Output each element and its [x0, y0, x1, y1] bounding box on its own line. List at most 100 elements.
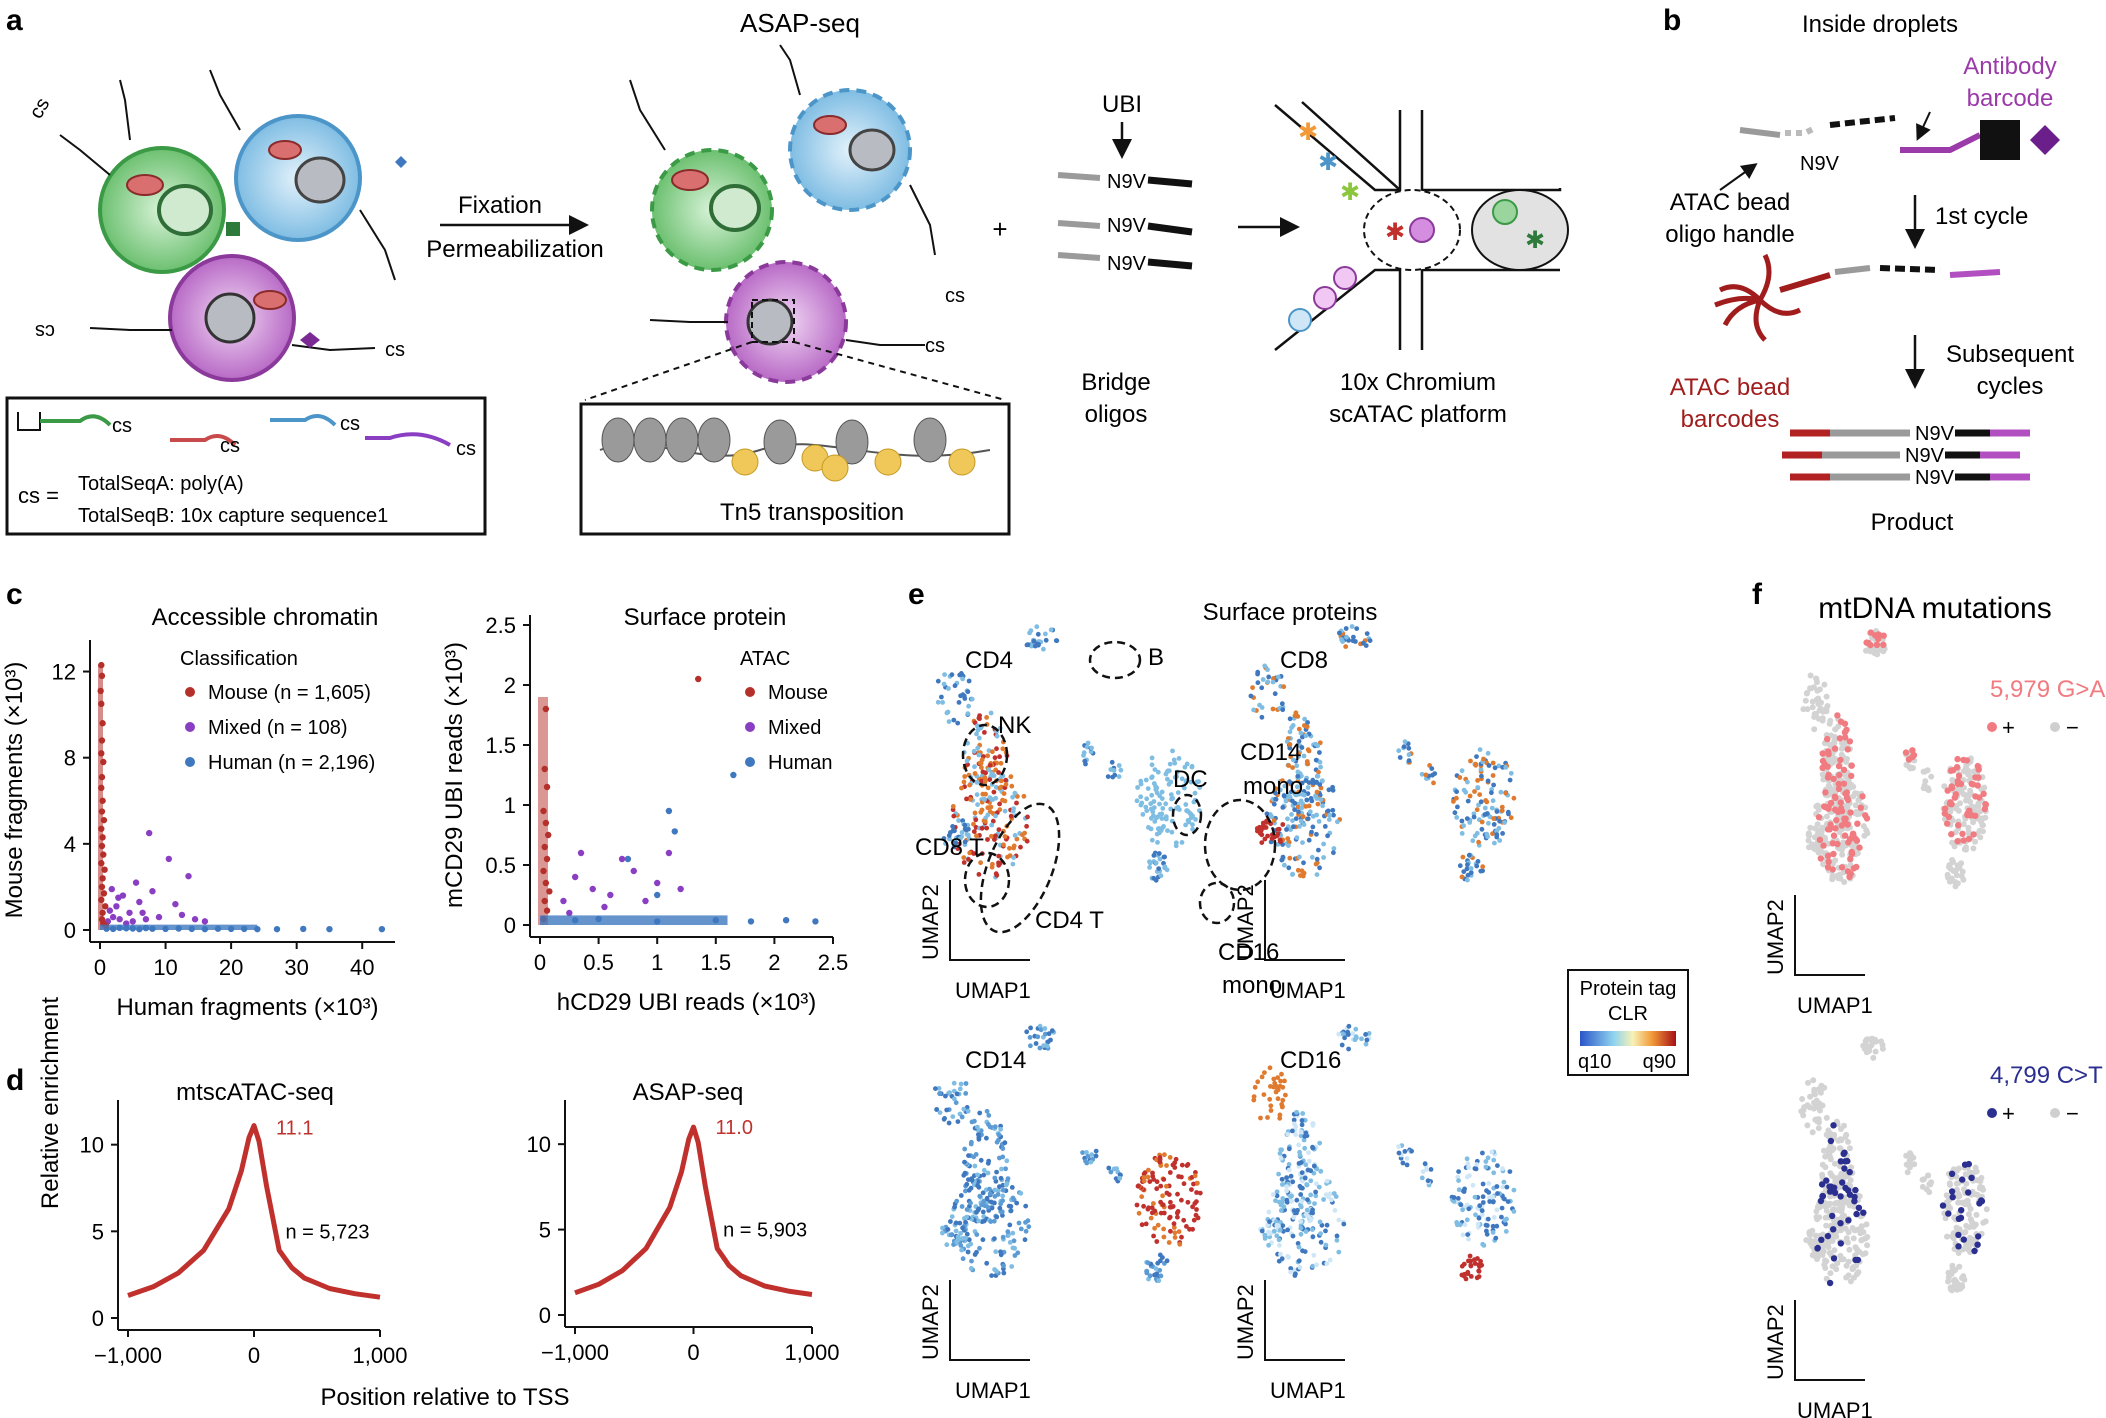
cell-point — [1164, 1163, 1169, 1168]
cell-point — [971, 1154, 977, 1160]
cell-point — [972, 764, 977, 770]
cell-point — [1168, 1199, 1173, 1205]
y-tick-label: 4 — [64, 832, 76, 857]
cell-point — [953, 1100, 959, 1106]
cell-point — [1470, 1182, 1476, 1188]
cell-point — [1459, 831, 1465, 836]
cell-point — [1484, 1231, 1490, 1237]
data-point — [172, 900, 179, 908]
cell-point — [1035, 1034, 1041, 1040]
antigen-marker — [395, 156, 407, 168]
cell-point — [969, 1177, 975, 1183]
x-tick-label: 30 — [284, 955, 308, 980]
legend-minus-label: − — [2066, 715, 2079, 740]
cluster-label-dc: DC — [1173, 766, 1208, 793]
cell-point — [1003, 777, 1009, 783]
cell-point — [1251, 1094, 1257, 1099]
cell-point-positive — [1853, 837, 1861, 844]
cell-point — [1298, 1133, 1304, 1139]
bridge-seq: N9V — [1107, 253, 1147, 275]
cell-point — [978, 1157, 984, 1163]
cell-point-negative — [1966, 1224, 1973, 1231]
cell-point — [1295, 714, 1301, 719]
umap2-label: UMAP2 — [1763, 1304, 1788, 1380]
cell-point — [996, 770, 1001, 775]
cell-point — [1042, 1026, 1048, 1031]
cell-point — [1162, 854, 1167, 860]
cell-point — [1158, 1273, 1164, 1279]
cell-point — [978, 860, 983, 866]
cell-point — [1190, 813, 1195, 819]
cell-point-negative — [1955, 1180, 1962, 1187]
cell-point — [996, 853, 1002, 859]
cell-point — [1483, 1222, 1489, 1228]
mitochondrion-icon — [126, 174, 164, 196]
cell-point — [1163, 801, 1169, 807]
legend-plus-label: + — [2002, 1101, 2015, 1126]
cell-point — [1290, 818, 1295, 823]
cell-point — [1475, 785, 1481, 790]
cell-point-positive — [1840, 780, 1848, 787]
cell-point — [1335, 819, 1340, 825]
cell-point-positive — [1846, 1191, 1854, 1198]
y-tick-label: 10 — [527, 1132, 551, 1157]
cell-point-negative — [1800, 706, 1807, 713]
cell-point — [962, 774, 968, 779]
cell-point — [1266, 1209, 1272, 1215]
cell-point — [1183, 822, 1188, 828]
cs-label: cs — [25, 94, 54, 122]
cell-point-negative — [1957, 800, 1963, 807]
cell-point — [965, 1243, 971, 1249]
cell-point — [1145, 786, 1151, 791]
cell-point-negative — [1834, 1260, 1841, 1267]
cell-point — [1477, 1203, 1483, 1209]
cluster-outline-dc — [1171, 793, 1203, 837]
cell-point-negative — [1841, 879, 1848, 885]
cell-point — [1170, 1204, 1176, 1209]
cell-point — [1318, 1239, 1324, 1245]
cell-point-positive — [1842, 734, 1849, 741]
data-point — [577, 849, 585, 857]
cell-point — [1316, 1184, 1322, 1190]
cell-point — [1314, 812, 1319, 818]
cell-point — [1499, 804, 1505, 810]
clr-legend-box — [1567, 969, 1689, 1076]
cell-point — [1494, 1223, 1500, 1229]
cell-point-negative — [1823, 1258, 1830, 1265]
data-point — [677, 885, 684, 893]
tn5-icon — [948, 448, 976, 476]
cell-point — [982, 819, 988, 824]
cell-point — [959, 671, 964, 676]
cell-point — [998, 778, 1004, 784]
x-axis-label: Human fragments (×10³) — [116, 994, 378, 1021]
cell-point — [1194, 1190, 1199, 1195]
cell-point — [1151, 1201, 1156, 1206]
cell-point — [1271, 676, 1276, 681]
cell-point — [1027, 1035, 1033, 1040]
cell-point — [1316, 847, 1321, 853]
cell-point-negative — [1972, 838, 1979, 845]
cell-point-negative — [1805, 1079, 1811, 1086]
cell-point-positive — [1825, 771, 1832, 778]
cell-point — [983, 770, 988, 776]
cell-point-negative — [1977, 815, 1984, 822]
cell-point — [940, 1230, 945, 1236]
cell-point — [1309, 854, 1315, 860]
bead-icon: ✱ — [1340, 179, 1360, 206]
cell-point — [1499, 1205, 1505, 1211]
cell-point — [969, 1258, 974, 1264]
cell-point — [1175, 1214, 1180, 1220]
cell-point — [1280, 822, 1286, 827]
cell-point — [953, 1228, 959, 1234]
cell-point — [996, 1132, 1002, 1138]
cell-point-positive — [1946, 800, 1954, 807]
cell-point — [1279, 1147, 1284, 1153]
cell-point — [1175, 1191, 1180, 1197]
cell-point — [981, 1198, 987, 1204]
cell-point — [1330, 807, 1336, 813]
cell-point — [1276, 1171, 1281, 1177]
cell-point-negative — [1845, 1258, 1852, 1265]
cell-point — [1461, 869, 1467, 874]
cell-point — [992, 1187, 998, 1193]
cell-point — [1141, 1178, 1147, 1184]
